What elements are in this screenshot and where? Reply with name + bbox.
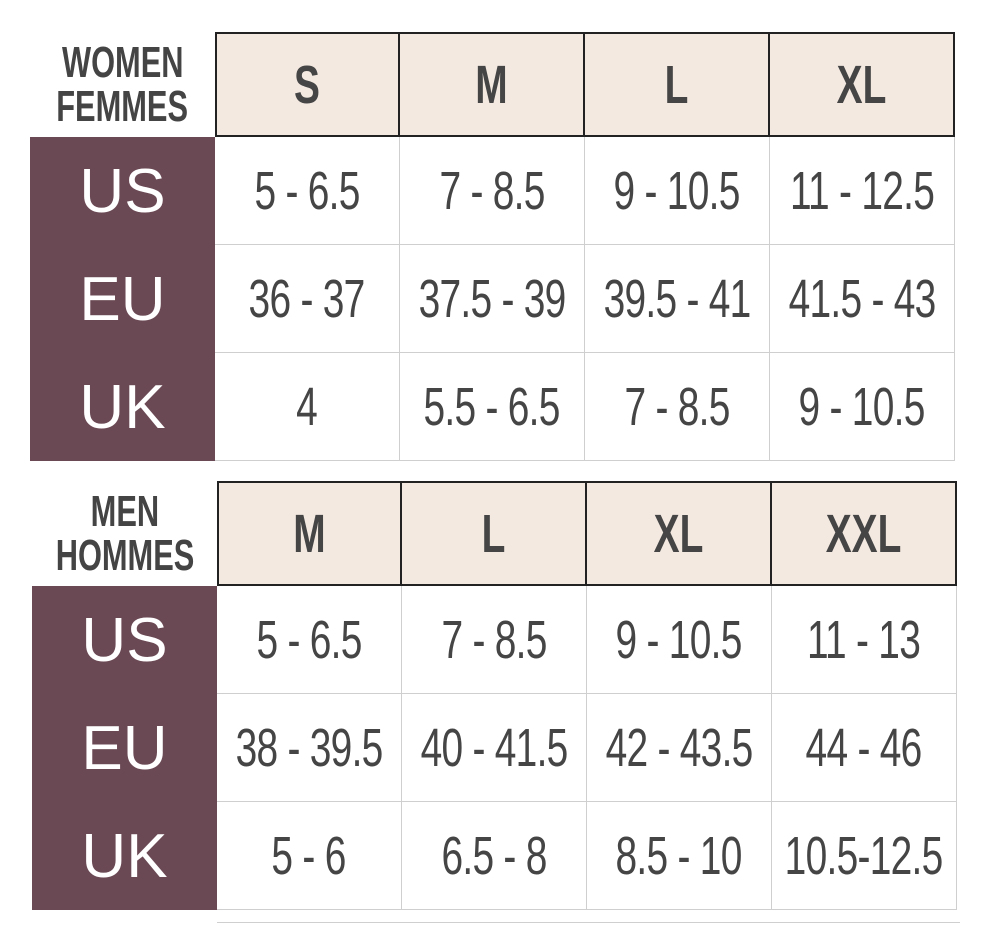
region-label: US (30, 137, 215, 245)
size-header: S (215, 32, 400, 137)
size-value: 37.5 - 39 (400, 245, 585, 353)
size-value-text: 6.5 - 8 (441, 825, 547, 886)
size-value: 5.5 - 6.5 (400, 353, 585, 461)
size-header-text: L (481, 503, 506, 564)
size-value-text: 8.5 - 10 (615, 825, 743, 886)
region-label: EU (32, 694, 217, 802)
size-value: 4 (215, 353, 400, 461)
region-text: UK (81, 821, 168, 891)
size-value: 11 - 12.5 (770, 137, 955, 245)
table-label: MEN HOMMES (32, 481, 217, 586)
size-value-text: 5 - 6.5 (256, 609, 362, 670)
table-label: WOMEN FEMMES (30, 32, 215, 137)
size-value: 36 - 37 (215, 245, 400, 353)
size-value-text: 36 - 37 (248, 268, 366, 329)
size-value-text: 9 - 10.5 (615, 609, 743, 670)
size-value: 9 - 10.5 (585, 137, 770, 245)
label-line: HOMMES (55, 530, 194, 580)
size-value-text: 5 - 6.5 (254, 160, 360, 221)
label-line: WOMEN (61, 37, 184, 87)
size-value: 42 - 43.5 (587, 694, 772, 802)
region-text: UK (79, 372, 166, 442)
size-value: 10.5-12.5 (772, 802, 957, 910)
size-header-text: M (293, 503, 326, 564)
size-header-text: M (475, 54, 508, 115)
size-value-text: 11 - 12.5 (789, 160, 935, 221)
size-value-text: 41.5 - 43 (788, 268, 937, 329)
size-header: M (217, 481, 402, 586)
size-value: 6.5 - 8 (402, 802, 587, 910)
size-value-text: 11 - 13 (807, 609, 921, 670)
size-header: L (583, 32, 770, 137)
size-value-text: 7 - 8.5 (624, 376, 730, 437)
region-label: UK (32, 802, 217, 910)
size-value: 38 - 39.5 (217, 694, 402, 802)
size-value: 5 - 6.5 (217, 586, 402, 694)
size-value: 7 - 8.5 (400, 137, 585, 245)
size-value-text: 4 (296, 376, 319, 437)
size-value-text: 9 - 10.5 (798, 376, 926, 437)
size-header: XXL (770, 481, 957, 586)
size-header: M (398, 32, 585, 137)
size-value: 41.5 - 43 (770, 245, 955, 353)
size-value: 39.5 - 41 (585, 245, 770, 353)
size-header: XL (585, 481, 772, 586)
size-value-text: 5 - 6 (271, 825, 347, 886)
size-value-text: 5.5 - 6.5 (423, 376, 561, 437)
size-value-text: 7 - 8.5 (441, 609, 547, 670)
size-value: 5 - 6.5 (215, 137, 400, 245)
size-header-text: XL (836, 54, 887, 115)
size-header-text: XL (653, 503, 704, 564)
label-line: FEMMES (56, 81, 189, 131)
size-header-text: S (294, 54, 321, 115)
size-value: 7 - 8.5 (585, 353, 770, 461)
label-line: MEN (90, 486, 159, 536)
size-value: 44 - 46 (772, 694, 957, 802)
size-value-text: 10.5-12.5 (785, 825, 944, 886)
region-text: EU (81, 713, 168, 783)
region-text: US (79, 156, 166, 226)
size-value-text: 39.5 - 41 (603, 268, 752, 329)
size-value: 5 - 6 (217, 802, 402, 910)
size-value: 9 - 10.5 (770, 353, 955, 461)
size-value-text: 9 - 10.5 (613, 160, 741, 221)
size-header: L (400, 481, 587, 586)
size-value-text: 40 - 41.5 (420, 717, 569, 778)
size-value-text: 7 - 8.5 (439, 160, 545, 221)
size-header-text: L (664, 54, 689, 115)
size-value-text: 38 - 39.5 (235, 717, 384, 778)
bottom-rule (217, 922, 960, 923)
size-value: 7 - 8.5 (402, 586, 587, 694)
region-label: US (32, 586, 217, 694)
region-text: US (81, 605, 168, 675)
region-label: EU (30, 245, 215, 353)
size-value: 9 - 10.5 (587, 586, 772, 694)
region-text: EU (79, 264, 166, 334)
size-header: XL (768, 32, 955, 137)
size-value: 11 - 13 (772, 586, 957, 694)
size-value-text: 37.5 - 39 (418, 268, 567, 329)
size-header-text: XXL (825, 503, 902, 564)
region-label: UK (30, 353, 215, 461)
size-value: 8.5 - 10 (587, 802, 772, 910)
size-value: 40 - 41.5 (402, 694, 587, 802)
size-value-text: 44 - 46 (805, 717, 923, 778)
size-value-text: 42 - 43.5 (605, 717, 754, 778)
